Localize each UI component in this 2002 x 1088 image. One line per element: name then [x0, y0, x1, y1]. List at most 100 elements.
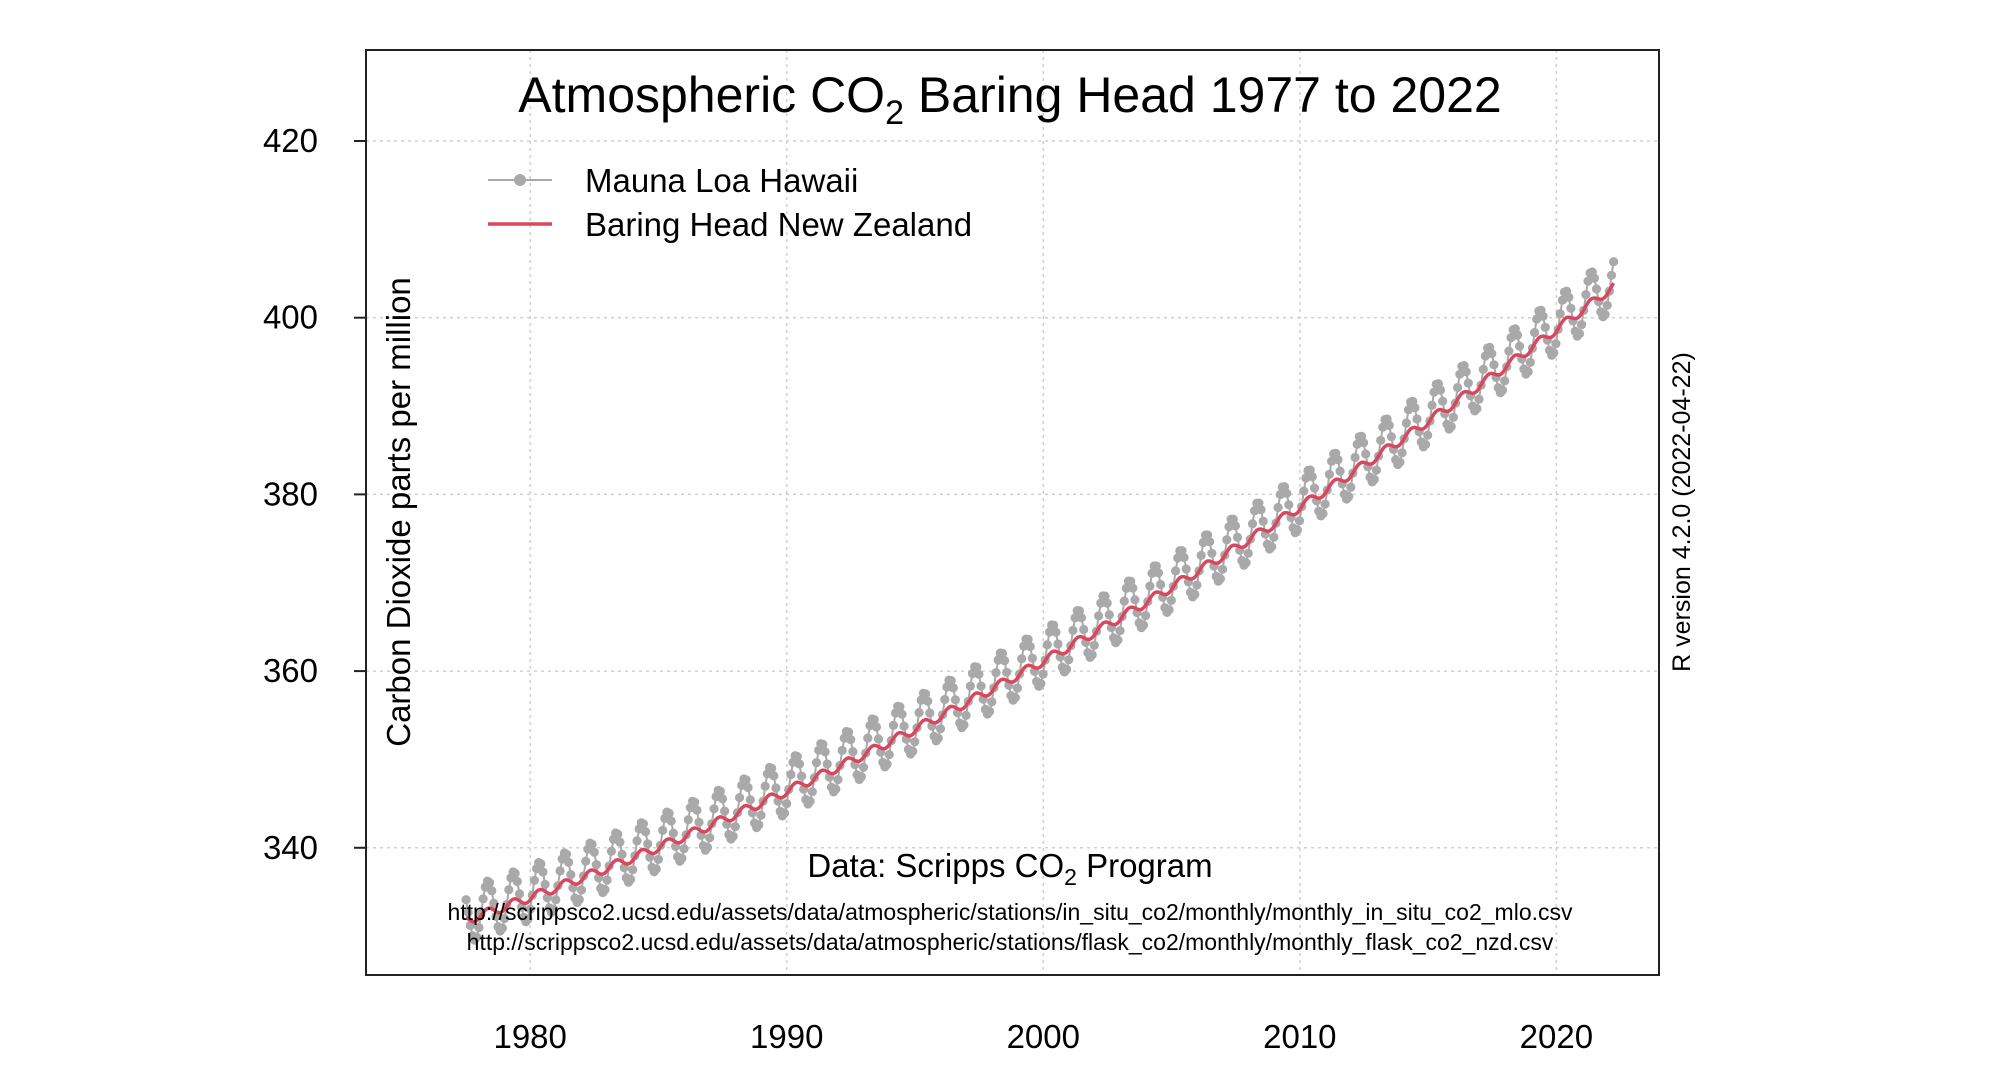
series-0-point-505: [1540, 322, 1550, 332]
series-0-point-308: [1119, 596, 1129, 606]
series-0-point-498: [1525, 357, 1535, 367]
series-0-point-353: [1215, 574, 1225, 584]
data-source-main: Data: Scripps CO: [807, 847, 1064, 884]
series-line-1: [465, 282, 1616, 924]
series-0-point-5: [472, 932, 482, 942]
series-0-point-125: [728, 831, 738, 841]
series-0-point-227: [946, 676, 956, 686]
series-0-point-49: [566, 870, 576, 880]
series-0-point-251: [997, 648, 1008, 659]
series-0-point-464: [1453, 382, 1463, 393]
series-0-point-389: [1292, 525, 1302, 535]
series-0-point-325: [1156, 579, 1166, 590]
series-0-point-356: [1222, 535, 1232, 545]
series-0-point-89: [651, 864, 661, 874]
series-0-point-233: [959, 720, 969, 730]
series-0-point-47: [561, 849, 572, 859]
series-0-point-444: [1410, 403, 1420, 413]
series-0-point-168: [820, 747, 830, 757]
series-0-point-452: [1427, 400, 1437, 410]
series-0-point-397: [1309, 483, 1320, 493]
series-0-point-277: [1053, 639, 1063, 649]
series-0-point-167: [818, 739, 828, 750]
series-0-point-332: [1171, 566, 1181, 576]
series-0-point-392: [1299, 486, 1309, 496]
series-0-point-409: [1335, 466, 1345, 476]
series-0-point-155: [792, 751, 802, 762]
series-0-point-263: [1023, 634, 1033, 645]
series-0-point-529: [1591, 284, 1602, 294]
series-0-point-311: [1126, 576, 1136, 586]
series-0-point-116: [709, 804, 719, 814]
series-0-point-131: [741, 775, 751, 785]
series-0-point-341: [1190, 589, 1200, 600]
series-0-point-533: [1600, 309, 1610, 320]
series-0-point-133: [745, 795, 755, 805]
series-0-point-368: [1247, 519, 1258, 529]
series-0-point-193: [873, 734, 884, 744]
series-0-point-56: [581, 856, 591, 866]
series-0-point-107: [690, 797, 700, 807]
series-0-point-348: [1205, 537, 1215, 547]
series-0-point-294: [1089, 640, 1099, 650]
series-0-point-132: [743, 782, 753, 793]
series-0-point-324: [1153, 568, 1164, 578]
series-0-point-281: [1062, 664, 1072, 674]
series-0-point-186: [858, 762, 869, 772]
series-0-point-305: [1113, 635, 1123, 645]
series-0-point-205: [899, 721, 909, 731]
series-0-point-179: [844, 727, 854, 737]
series-0-point-288: [1076, 613, 1087, 623]
series-0-point-12: [487, 886, 497, 896]
series-0-point-17: [497, 923, 507, 933]
series-0-point-296: [1094, 611, 1104, 621]
series-0-point-113: [702, 842, 713, 853]
series-0-point-289: [1079, 624, 1089, 635]
series-0-point-270: [1038, 669, 1048, 679]
series-0-point-83: [638, 819, 649, 829]
series-0-point-209: [908, 746, 918, 756]
series-0-point-360: [1230, 521, 1240, 531]
series-0-point-385: [1284, 500, 1294, 510]
series-0-point-473: [1472, 404, 1482, 414]
series-0-point-416: [1350, 452, 1360, 463]
chart-title-subscript: 2: [885, 94, 904, 132]
series-1: [465, 282, 1616, 924]
series-0-point-438: [1397, 448, 1407, 458]
series-0-point-320: [1145, 581, 1155, 591]
series-0-point-96: [666, 816, 676, 826]
series-0-point-269: [1036, 679, 1046, 689]
series-0-point-366: [1243, 548, 1253, 558]
series-0-point-421: [1361, 449, 1371, 459]
series-0-point-25: [514, 889, 525, 899]
series-0-point-469: [1463, 378, 1473, 388]
series-0-point-517: [1566, 303, 1576, 313]
series-0-point-13: [489, 898, 499, 908]
series-0-point-185: [856, 772, 867, 782]
series-0-point-149: [779, 808, 790, 818]
series-0-point-414: [1346, 482, 1356, 492]
x-tick-label-1990: 1990: [750, 1018, 823, 1055]
series-0-point-222: [935, 724, 946, 734]
series-0-point-426: [1371, 465, 1381, 475]
data-source-subscript: 2: [1064, 864, 1077, 890]
series-0-point-440: [1401, 418, 1411, 428]
series-0-point-330: [1166, 595, 1176, 606]
series-0-point-198: [884, 750, 894, 760]
series-0-point-18: [499, 913, 510, 924]
series-0-point-408: [1333, 455, 1343, 465]
series-0-point-354: [1218, 564, 1228, 574]
series-0-point-192: [871, 722, 882, 732]
series-0-point-253: [1002, 667, 1012, 677]
series-0-point-224: [940, 694, 950, 705]
series-0-point-92: [658, 825, 668, 836]
series-0-point-380: [1273, 502, 1283, 513]
series-0-point-84: [641, 827, 651, 837]
series-0-point-29: [523, 914, 533, 924]
series-0-point-145: [771, 783, 781, 793]
y-axis-label: Carbon Dioxide parts per million: [380, 277, 417, 747]
series-0-point-373: [1258, 516, 1268, 526]
series-0-point-300: [1102, 598, 1112, 608]
legend-marker-mauna-loa: [514, 174, 526, 186]
y-tick-label-360: 360: [263, 652, 318, 689]
